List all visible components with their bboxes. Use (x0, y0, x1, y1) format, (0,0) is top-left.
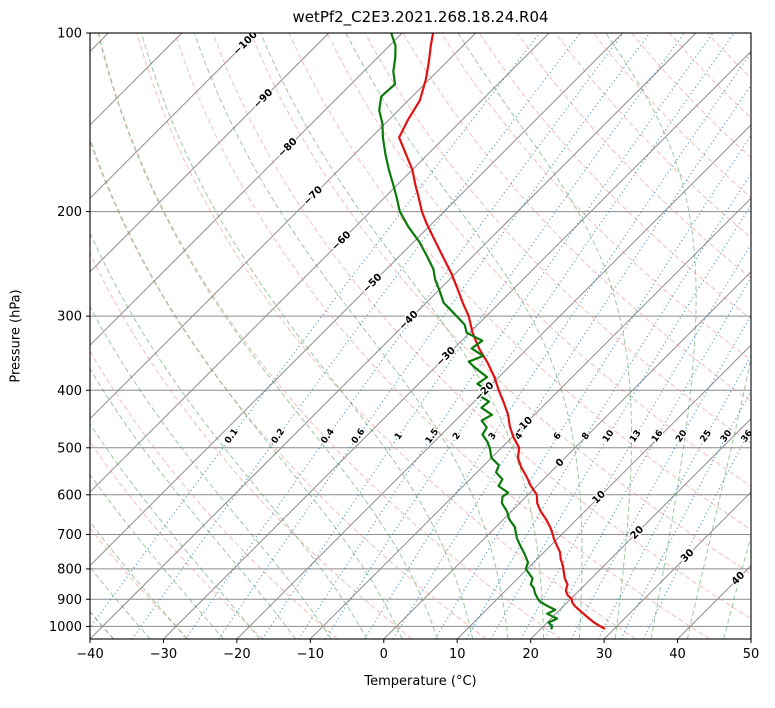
x-tick-label: 10 (449, 647, 466, 662)
x-tick-label: 20 (522, 647, 539, 662)
svg-text:6: 6 (552, 431, 564, 442)
y-tick-label: 800 (57, 562, 82, 577)
y-axis-label: Pressure (hPa) (8, 289, 24, 383)
svg-text:30: 30 (679, 547, 697, 565)
y-tick-label: 300 (57, 310, 82, 325)
y-tick-label: 600 (57, 488, 82, 503)
x-tick-label: −10 (297, 647, 324, 662)
svg-text:25: 25 (699, 428, 714, 444)
y-tick-label: 700 (57, 528, 82, 543)
svg-text:1.5: 1.5 (424, 427, 441, 446)
dewpoint-curve (378, 33, 559, 630)
svg-text:−80: −80 (276, 136, 300, 160)
svg-text:16: 16 (650, 428, 665, 444)
axes: −40 −30 −20 −10 0 10 20 30 40 5010020030040050060… (49, 27, 759, 663)
svg-text:13: 13 (628, 428, 643, 444)
svg-text:0.2: 0.2 (270, 427, 287, 446)
svg-text:0.6: 0.6 (350, 427, 367, 446)
x-tick-label: −40 (76, 647, 103, 662)
svg-text:2: 2 (451, 431, 463, 442)
x-tick-label: 30 (596, 647, 613, 662)
y-tick-label: 1000 (49, 620, 82, 635)
y-tick-label: 900 (57, 593, 82, 608)
y-tick-label: 400 (57, 384, 82, 399)
svg-text:−60: −60 (330, 229, 354, 253)
x-tick-label: 50 (743, 647, 760, 662)
svg-text:1: 1 (393, 431, 405, 442)
chart-title: wetPf2_C2E3.2021.268.18.24.R04 (292, 8, 549, 26)
svg-text:10: 10 (590, 489, 608, 507)
svg-text:10: 10 (601, 428, 616, 444)
x-axis-label: Temperature (°C) (364, 674, 477, 689)
y-tick-label: 100 (57, 27, 82, 42)
mixing-ratio-labels: 0.1 0.2 0.4 0.6 1 1.5 2 3 4 6 8 10 13 16 20 25 30 36 (222, 426, 755, 447)
svg-text:−30: −30 (434, 345, 458, 369)
x-tick-label: −30 (150, 647, 177, 662)
x-tick-label: −20 (223, 647, 250, 662)
svg-text:30: 30 (719, 428, 734, 444)
mixing-ratio-lines (90, 33, 751, 639)
svg-text:36: 36 (740, 428, 755, 444)
dry-adiabats (90, 33, 751, 639)
isotherm-lines (90, 33, 751, 639)
y-tick-label: 500 (57, 441, 82, 456)
plot-area: −100−90−80−70−60−50−40−30−20−10010203040… (90, 33, 755, 639)
moist-adiabats (90, 33, 751, 639)
x-tick-label: 40 (669, 647, 686, 662)
y-tick-label: 200 (57, 205, 82, 220)
svg-text:20: 20 (674, 428, 689, 444)
temperature-curve (398, 33, 606, 630)
svg-text:0.4: 0.4 (319, 427, 336, 446)
svg-text:3: 3 (487, 431, 499, 442)
x-tick-label: 0 (380, 647, 388, 662)
pressure-gridlines (90, 33, 751, 627)
